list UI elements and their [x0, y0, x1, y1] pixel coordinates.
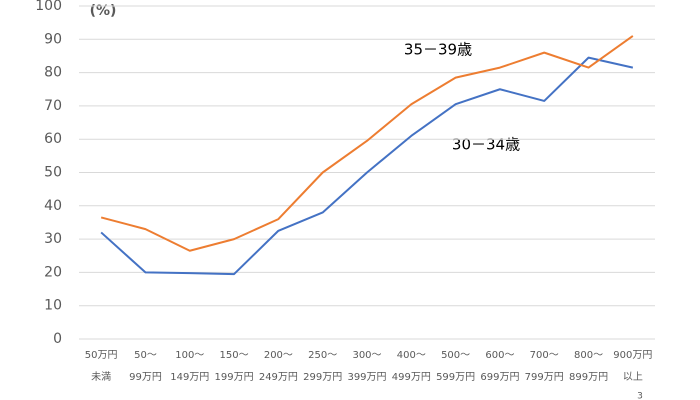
x-tick-label: 899万円 — [569, 372, 608, 383]
y-tick-label: 80 — [44, 65, 62, 81]
x-tick-label: 600〜 — [485, 350, 514, 361]
series-line — [100, 56, 634, 276]
y-tick-label: 90 — [44, 31, 62, 47]
y-unit-label: (%) — [90, 3, 117, 19]
x-tick-label: 499万円 — [392, 372, 431, 383]
x-tick-label: 199万円 — [215, 372, 254, 383]
y-tick-label: 50 — [44, 165, 62, 181]
y-tick-label: 10 — [44, 298, 62, 314]
series-label: 30－34歳 — [452, 136, 520, 154]
x-tick-label: 250〜 — [308, 350, 337, 361]
x-tick-label: 249万円 — [259, 372, 298, 383]
y-tick-label: 70 — [44, 98, 62, 114]
x-tick-label: 50〜 — [134, 350, 157, 361]
x-tick-label: 399万円 — [347, 372, 386, 383]
series-line — [100, 35, 634, 252]
x-tick-label: 150〜 — [220, 350, 249, 361]
x-tick-label: 50万円 — [85, 350, 118, 361]
x-tick-label: 300〜 — [352, 350, 381, 361]
page-number: 3 — [637, 392, 643, 400]
x-tick-label: 400〜 — [397, 350, 426, 361]
x-tick-label: 500〜 — [441, 350, 470, 361]
y-tick-label: 20 — [44, 264, 62, 280]
x-tick-label: 以上 — [623, 371, 643, 383]
x-tick-label: 149万円 — [170, 372, 209, 383]
y-tick-label: 0 — [53, 331, 62, 347]
y-tick-label: 100 — [35, 0, 62, 14]
x-tick-label: 299万円 — [303, 372, 342, 383]
x-tick-label: 100〜 — [175, 350, 204, 361]
x-tick-label: 900万円 — [613, 350, 652, 361]
x-tick-label: 799万円 — [525, 372, 564, 383]
x-tick-label: 700〜 — [530, 350, 559, 361]
y-tick-label: 40 — [44, 198, 62, 214]
x-tick-label: 800〜 — [574, 350, 603, 361]
series-label: 35－39歳 — [404, 41, 472, 59]
x-tick-label: 99万円 — [129, 372, 162, 383]
x-tick-label: 未満 — [91, 371, 111, 383]
y-tick-label: 30 — [44, 231, 62, 247]
x-tick-label: 599万円 — [436, 372, 475, 383]
y-tick-label: 60 — [44, 131, 62, 147]
x-tick-label: 200〜 — [264, 350, 293, 361]
x-tick-label: 699万円 — [480, 372, 519, 383]
